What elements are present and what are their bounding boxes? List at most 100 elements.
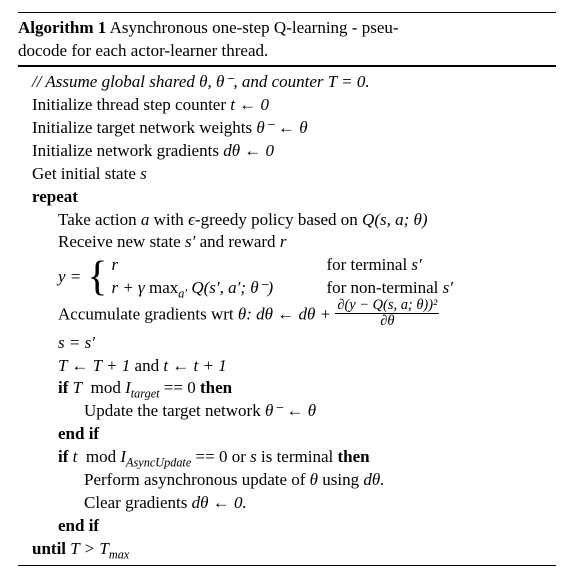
sub: a′ <box>178 287 187 301</box>
algorithm-title-text-b: docode for each actor-learner thread. <box>18 41 268 60</box>
text: Initialize network gradients <box>32 141 219 160</box>
text: Initialize target network weights <box>32 118 252 137</box>
if-async-line: if t mod IAsyncUpdate == 0 or s is termi… <box>18 446 556 469</box>
sub: target <box>131 387 160 401</box>
expr: T > T <box>70 539 109 558</box>
t: is terminal <box>261 447 333 466</box>
m: dθ ← dθ + <box>256 305 331 324</box>
denominator: ∂θ <box>335 314 439 329</box>
m: s <box>250 447 257 466</box>
fraction: ∂(y − Q(s, a; θ))² ∂θ <box>335 298 439 329</box>
cond: for terminal s′ <box>326 254 421 277</box>
t: using <box>322 470 359 489</box>
m: s′ <box>443 278 453 297</box>
sub: max <box>109 547 129 561</box>
algorithm-label: Algorithm 1 <box>18 18 106 37</box>
y-cases-line: y = { r for terminal s′ r + γ maxa′ Q(s′… <box>18 254 556 300</box>
receive-line: Receive new state s′ and reward r <box>18 231 556 254</box>
m: == 0 <box>196 447 228 466</box>
comment-text: // Assume global shared θ, θ⁻, and count… <box>32 72 370 91</box>
m: a <box>141 210 150 229</box>
if-target-line: if T mod Itarget == 0 then <box>18 377 556 400</box>
math: θ⁻ ← θ <box>256 118 307 137</box>
a: r + γ <box>111 278 144 297</box>
t: for terminal <box>326 255 407 274</box>
t: and <box>135 356 160 375</box>
expr: r + γ maxa′ Q(s′, a′; θ⁻) <box>111 277 326 300</box>
case-terminal: r for terminal s′ <box>111 254 452 277</box>
m: T <box>73 378 82 397</box>
text: Get initial state <box>32 164 136 183</box>
t: Perform asynchronous update of <box>84 470 305 489</box>
m: s′ <box>185 232 195 251</box>
m: t ← t + 1 <box>163 356 226 375</box>
perform-update-line: Perform asynchronous update of θ using d… <box>18 469 556 492</box>
algorithm-body: // Assume global shared θ, θ⁻, and count… <box>18 66 556 565</box>
sub: AsyncUpdate <box>126 456 191 470</box>
t: or <box>232 447 246 466</box>
text: Initialize thread step counter <box>32 95 226 114</box>
endif-1: end if <box>18 423 556 446</box>
m: Q(s, a; θ) <box>362 210 427 229</box>
t: for non-terminal <box>326 278 438 297</box>
m: T > Tmax <box>70 539 129 558</box>
endif-kw: end if <box>58 424 99 443</box>
init-grad-line: Initialize network gradients dθ ← 0 <box>18 140 556 163</box>
then-kw: then <box>200 378 232 397</box>
init-target-line: Initialize target network weights θ⁻ ← θ <box>18 117 556 140</box>
math: t ← 0 <box>230 95 269 114</box>
m: dθ ← 0. <box>192 493 247 512</box>
brace-icon: { <box>87 258 111 296</box>
max: max <box>149 278 178 297</box>
cases: r for terminal s′ r + γ maxa′ Q(s′, a′; … <box>111 254 452 300</box>
m: == 0 <box>164 378 196 397</box>
t: Take action <box>58 210 137 229</box>
until-kw: until <box>32 539 66 558</box>
init-counter-line: Initialize thread step counter t ← 0 <box>18 94 556 117</box>
numerator: ∂(y − Q(s, a; θ))² <box>335 298 439 314</box>
if-kw: if <box>58 378 68 397</box>
state-assign-line: s = s′ <box>18 332 556 355</box>
m: r <box>280 232 287 251</box>
t: Clear gradients <box>84 493 187 512</box>
update-target-line: Update the target network θ⁻ ← θ <box>18 400 556 423</box>
t: Update the target network <box>84 401 261 420</box>
m: θ <box>310 470 318 489</box>
expr: r <box>111 254 326 277</box>
math: s <box>140 164 147 183</box>
if-kw: if <box>58 447 68 466</box>
math: dθ ← 0 <box>223 141 274 160</box>
m: θ: <box>238 305 252 324</box>
t: with <box>154 210 184 229</box>
then-kw: then <box>337 447 369 466</box>
b: Q(s′, a′; θ⁻) <box>191 278 273 297</box>
m: ϵ <box>188 210 195 229</box>
repeat-keyword: repeat <box>32 187 78 206</box>
counter-update-line: T ← T + 1 and t ← t + 1 <box>18 355 556 378</box>
algorithm-block: Algorithm 1 Asynchronous one-step Q-lear… <box>18 12 556 566</box>
repeat-line: repeat <box>18 186 556 209</box>
t: -greedy policy based on <box>195 210 358 229</box>
m: dθ. <box>363 470 384 489</box>
m: s = s′ <box>58 333 95 352</box>
y-lhs: y = <box>58 266 87 289</box>
m: IAsyncUpdate <box>120 447 191 466</box>
comment-line: // Assume global shared θ, θ⁻, and count… <box>18 71 556 94</box>
t: mod <box>91 378 121 397</box>
m: θ⁻ ← θ <box>265 401 316 420</box>
m: T ← T + 1 <box>58 356 130 375</box>
algorithm-title-text-a: Asynchronous one-step Q-learning - pseu- <box>110 18 399 37</box>
m: t <box>73 447 78 466</box>
m: s′ <box>411 255 421 274</box>
m: Itarget <box>125 378 159 397</box>
take-action-line: Take action a with ϵ-greedy policy based… <box>18 209 556 232</box>
accumulate-line: Accumulate gradients wrt θ: dθ ← dθ + ∂(… <box>18 300 556 331</box>
t: Receive new state <box>58 232 181 251</box>
endif-2: end if <box>18 515 556 538</box>
t: Accumulate gradients wrt <box>58 305 234 324</box>
algorithm-title: Algorithm 1 Asynchronous one-step Q-lear… <box>18 13 556 66</box>
init-state-line: Get initial state s <box>18 163 556 186</box>
clear-grad-line: Clear gradients dθ ← 0. <box>18 492 556 515</box>
until-line: until T > Tmax <box>18 538 556 561</box>
endif-kw: end if <box>58 516 99 535</box>
